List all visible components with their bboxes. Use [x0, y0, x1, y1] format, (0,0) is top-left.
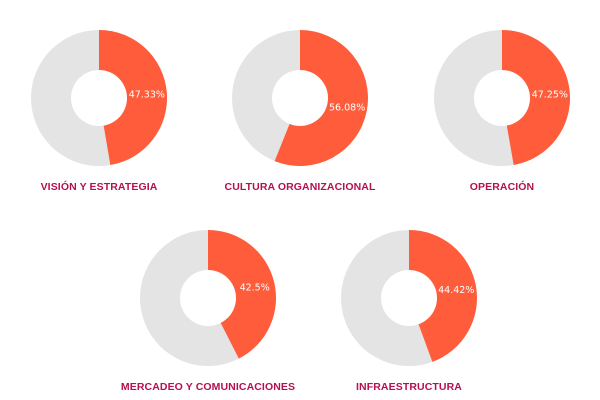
donut-hole [381, 270, 437, 326]
donut-chart-operacion: 47.25% [434, 29, 571, 166]
donut-value-label: 47.33% [129, 89, 165, 100]
donut-chart-mercadeo-comunicaciones: 42.5% [140, 230, 277, 366]
donut-value-slice [409, 230, 477, 362]
chart-title-cultura-organizacional: CULTURA ORGANIZACIONAL [224, 181, 376, 193]
chart-title-mercadeo-comunicaciones: MERCADEO Y COMUNICACIONES [120, 381, 296, 393]
donut-hole [474, 70, 530, 126]
donut-value-slice [502, 29, 571, 165]
donut-value-slice [99, 29, 168, 166]
donut-hole [71, 70, 127, 126]
donut-value-label: 56.08% [329, 103, 365, 114]
donut-hole [180, 270, 236, 326]
chart-title-vision-estrategia: VISIÓN Y ESTRATEGIA [40, 181, 158, 193]
donut-chart-vision-estrategia: 47.33% [31, 29, 168, 166]
chart-title-operacion: OPERACIÓN [469, 181, 535, 193]
chart-title-infraestructura: INFRAESTRUCTURA [356, 381, 462, 393]
donut-chart-cultura-organizacional: 56.08% [232, 30, 368, 166]
donut-value-label: 47.25% [532, 89, 568, 100]
donut-value-slice [208, 230, 277, 359]
donut-value-label: 42.5% [240, 282, 270, 293]
donut-chart-infraestructura: 44.42% [341, 230, 477, 366]
donut-hole [272, 70, 328, 126]
donut-value-label: 44.42% [438, 285, 474, 296]
